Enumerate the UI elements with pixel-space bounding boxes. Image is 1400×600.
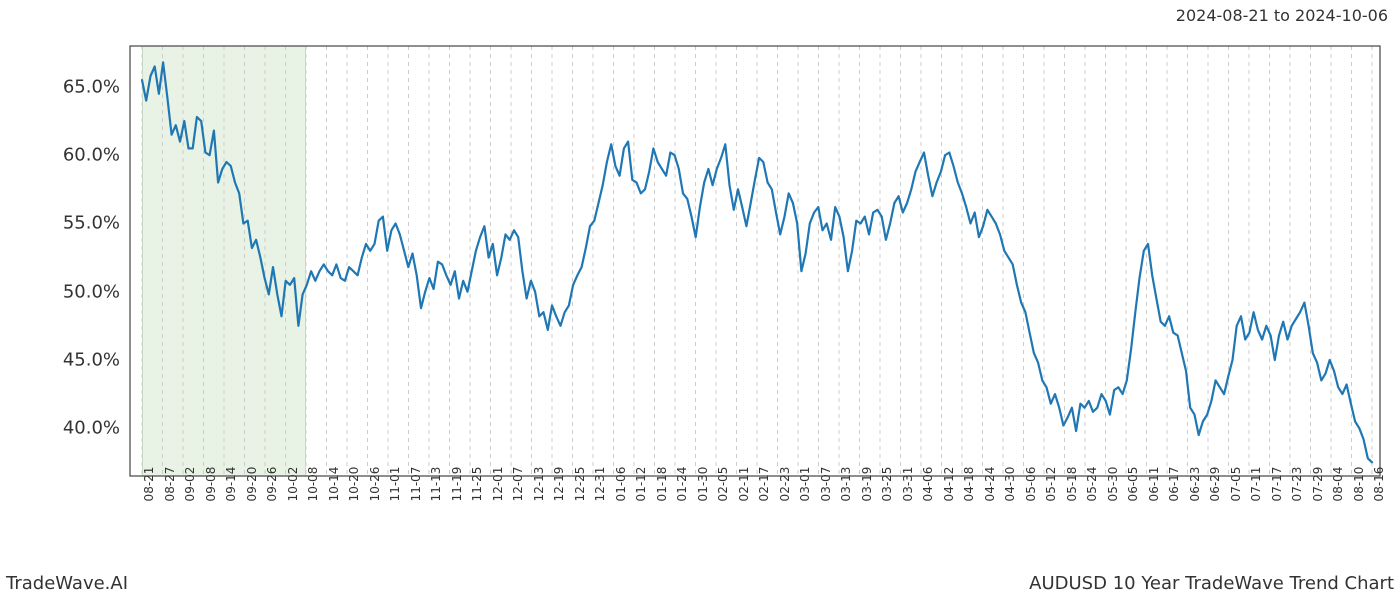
x-tick-label: 11-07 xyxy=(409,467,423,502)
y-axis: 40.0% 45.0% 50.0% 55.0% 60.0% 65.0% xyxy=(0,46,128,476)
x-tick-label: 11-01 xyxy=(388,467,402,502)
x-tick-label: 06-17 xyxy=(1167,467,1181,502)
x-tick-label: 08-21 xyxy=(142,467,156,502)
x-tick-label: 11-25 xyxy=(470,467,484,502)
x-tick-label: 03-07 xyxy=(819,467,833,502)
x-tick-label: 02-17 xyxy=(757,467,771,502)
x-tick-label: 01-24 xyxy=(675,467,689,502)
x-tick-label: 11-19 xyxy=(450,467,464,502)
x-tick-label: 12-13 xyxy=(532,467,546,502)
x-tick-label: 07-17 xyxy=(1270,467,1284,502)
x-tick-label: 03-13 xyxy=(839,467,853,502)
chart-plot-area xyxy=(130,46,1380,476)
x-tick-label: 05-06 xyxy=(1024,467,1038,502)
x-tick-label: 08-16 xyxy=(1372,467,1386,502)
x-tick-label: 02-11 xyxy=(737,467,751,502)
x-tick-label: 12-25 xyxy=(573,467,587,502)
x-tick-label: 06-11 xyxy=(1147,467,1161,502)
x-tick-label: 06-29 xyxy=(1208,467,1222,502)
y-tick-label: 65.0% xyxy=(63,76,120,97)
x-tick-label: 03-19 xyxy=(860,467,874,502)
x-tick-label: 01-06 xyxy=(614,467,628,502)
x-tick-label: 09-14 xyxy=(224,467,238,502)
x-tick-label: 07-11 xyxy=(1249,467,1263,502)
x-tick-label: 04-18 xyxy=(962,467,976,502)
x-tick-label: 03-31 xyxy=(901,467,915,502)
x-tick-label: 02-23 xyxy=(778,467,792,502)
x-tick-label: 01-18 xyxy=(655,467,669,502)
x-axis: 08-2108-2709-0209-0809-1409-2009-2610-02… xyxy=(130,478,1380,548)
x-tick-label: 01-30 xyxy=(696,467,710,502)
x-tick-label: 09-20 xyxy=(245,467,259,502)
x-tick-label: 10-26 xyxy=(368,467,382,502)
footer-brand: TradeWave.AI xyxy=(6,573,128,594)
x-tick-label: 12-01 xyxy=(491,467,505,502)
y-tick-label: 55.0% xyxy=(63,213,120,234)
x-tick-label: 07-23 xyxy=(1290,467,1304,502)
x-tick-label: 07-05 xyxy=(1229,467,1243,502)
x-tick-label: 01-12 xyxy=(634,467,648,502)
x-tick-label: 03-25 xyxy=(880,467,894,502)
x-tick-label: 05-18 xyxy=(1065,467,1079,502)
y-tick-label: 45.0% xyxy=(63,349,120,370)
x-tick-label: 10-02 xyxy=(286,467,300,502)
x-tick-label: 09-08 xyxy=(204,467,218,502)
x-tick-label: 05-24 xyxy=(1085,467,1099,502)
x-tick-label: 05-30 xyxy=(1106,467,1120,502)
x-tick-label: 08-04 xyxy=(1331,467,1345,502)
x-tick-label: 04-30 xyxy=(1003,467,1017,502)
x-tick-label: 06-23 xyxy=(1188,467,1202,502)
x-tick-label: 08-27 xyxy=(163,467,177,502)
plot-border xyxy=(130,46,1380,476)
y-tick-label: 60.0% xyxy=(63,145,120,166)
x-tick-label: 12-07 xyxy=(511,467,525,502)
x-tick-label: 10-20 xyxy=(347,467,361,502)
x-tick-label: 05-12 xyxy=(1044,467,1058,502)
x-tick-label: 12-31 xyxy=(593,467,607,502)
x-tick-label: 03-01 xyxy=(798,467,812,502)
x-tick-label: 12-19 xyxy=(552,467,566,502)
y-tick-label: 40.0% xyxy=(63,418,120,439)
y-tick-label: 50.0% xyxy=(63,281,120,302)
chart-title: AUDUSD 10 Year TradeWave Trend Chart xyxy=(1029,573,1394,594)
x-tick-label: 08-10 xyxy=(1352,467,1366,502)
x-tick-label: 09-26 xyxy=(265,467,279,502)
x-tick-label: 04-06 xyxy=(921,467,935,502)
x-tick-label: 11-13 xyxy=(429,467,443,502)
x-tick-label: 09-02 xyxy=(183,467,197,502)
x-tick-label: 04-24 xyxy=(983,467,997,502)
x-tick-label: 04-12 xyxy=(942,467,956,502)
x-tick-label: 10-08 xyxy=(306,467,320,502)
x-tick-label: 10-14 xyxy=(327,467,341,502)
x-tick-label: 06-05 xyxy=(1126,467,1140,502)
date-range-label: 2024-08-21 to 2024-10-06 xyxy=(1176,6,1388,25)
x-tick-label: 07-29 xyxy=(1311,467,1325,502)
x-tick-label: 02-05 xyxy=(716,467,730,502)
